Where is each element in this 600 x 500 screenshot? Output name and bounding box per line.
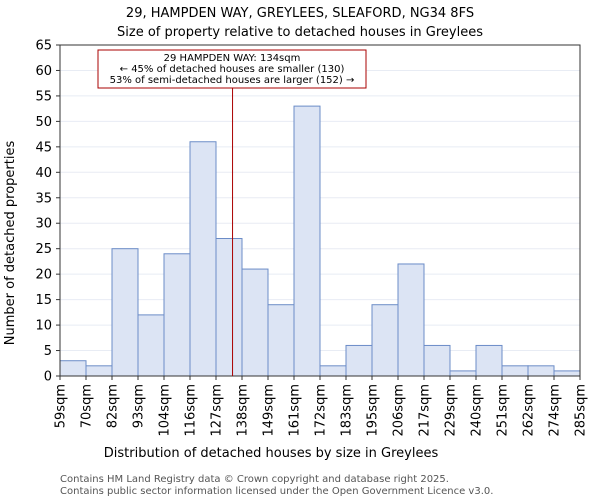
x-tick-label: 127sqm	[210, 384, 225, 437]
x-tick-label: 206sqm	[392, 384, 407, 437]
histogram-bar	[371, 304, 399, 377]
histogram-bar	[553, 370, 581, 377]
y-tick-label: 60	[35, 64, 52, 79]
histogram-bar	[319, 365, 347, 377]
histogram-bar	[137, 314, 165, 377]
y-tick-label: 65	[35, 39, 52, 54]
x-tick-label: 116sqm	[184, 384, 199, 437]
annotation-line2: ← 45% of detached houses are smaller (13…	[120, 64, 345, 75]
y-tick-label: 50	[35, 115, 52, 130]
y-tick-label: 35	[35, 191, 52, 206]
y-tick-label: 45	[35, 140, 52, 155]
x-tick-label: 183sqm	[340, 384, 355, 437]
x-axis-ticks: 59sqm 70sqm 82sqm 93sqm 104sqm 116sqm 127sqm 13…	[54, 376, 589, 437]
x-tick-label: 285sqm	[574, 384, 589, 437]
chart-title: 29, HAMPDEN WAY, GREYLEES, SLEAFORD, NG3…	[126, 6, 474, 21]
y-tick-label: 10	[35, 319, 52, 334]
x-tick-label: 70sqm	[80, 384, 95, 428]
footer-line2: Contains public sector information licen…	[60, 486, 493, 497]
x-tick-label: 161sqm	[288, 384, 303, 437]
x-tick-label: 149sqm	[262, 384, 277, 437]
x-tick-label: 82sqm	[106, 384, 121, 428]
x-tick-label: 104sqm	[158, 384, 173, 437]
histogram-bar	[345, 344, 373, 377]
y-tick-label: 55	[35, 89, 52, 104]
x-tick-label: 93sqm	[132, 384, 147, 428]
footer-line1: Contains HM Land Registry data © Crown c…	[60, 474, 449, 485]
annotation-line3: 53% of semi-detached houses are larger (…	[110, 75, 355, 86]
annotation-line1: 29 HAMPDEN WAY: 134sqm	[164, 53, 301, 64]
histogram-bar	[215, 238, 243, 377]
histogram-bar	[111, 248, 139, 377]
x-tick-label: 251sqm	[496, 384, 511, 437]
y-tick-label: 0	[44, 370, 52, 385]
x-tick-label: 59sqm	[54, 384, 69, 428]
x-tick-label: 262sqm	[522, 384, 537, 437]
x-tick-label: 217sqm	[418, 384, 433, 437]
histogram-bar	[475, 344, 503, 377]
x-tick-label: 240sqm	[470, 384, 485, 437]
y-tick-label: 5	[44, 344, 52, 359]
x-tick-label: 138sqm	[236, 384, 251, 437]
y-tick-label: 20	[35, 268, 52, 283]
y-axis-ticks: 0 5 10 15 20 25 30 35 40 45 50 55 60 65	[35, 39, 60, 385]
y-tick-label: 25	[35, 242, 52, 257]
annotation-box: 29 HAMPDEN WAY: 134sqm ← 45% of detached…	[97, 49, 367, 89]
x-tick-label: 172sqm	[314, 384, 329, 437]
x-tick-label: 274sqm	[548, 384, 563, 437]
y-axis-label: Number of detached properties	[3, 141, 18, 346]
histogram-bar	[189, 141, 217, 377]
x-tick-label: 229sqm	[444, 384, 459, 437]
histogram-bar	[501, 365, 529, 377]
x-axis-label: Distribution of detached houses by size …	[104, 446, 439, 461]
y-tick-label: 15	[35, 293, 52, 308]
histogram-bar	[59, 360, 87, 377]
histogram-bar	[449, 370, 477, 377]
histogram-bar	[163, 253, 191, 377]
histogram-bar	[293, 105, 321, 377]
histogram-bar	[267, 304, 295, 377]
histogram-bar	[527, 365, 555, 377]
chart-subtitle: Size of property relative to detached ho…	[117, 25, 483, 40]
y-tick-label: 40	[35, 166, 52, 181]
y-tick-label: 30	[35, 217, 52, 232]
bars	[59, 105, 581, 377]
histogram-bar	[241, 268, 269, 377]
histogram-bar	[85, 365, 113, 377]
annotation-frame	[97, 49, 367, 89]
histogram-bar	[423, 344, 451, 377]
x-tick-label: 195sqm	[366, 384, 381, 437]
histogram-bar	[397, 263, 425, 377]
